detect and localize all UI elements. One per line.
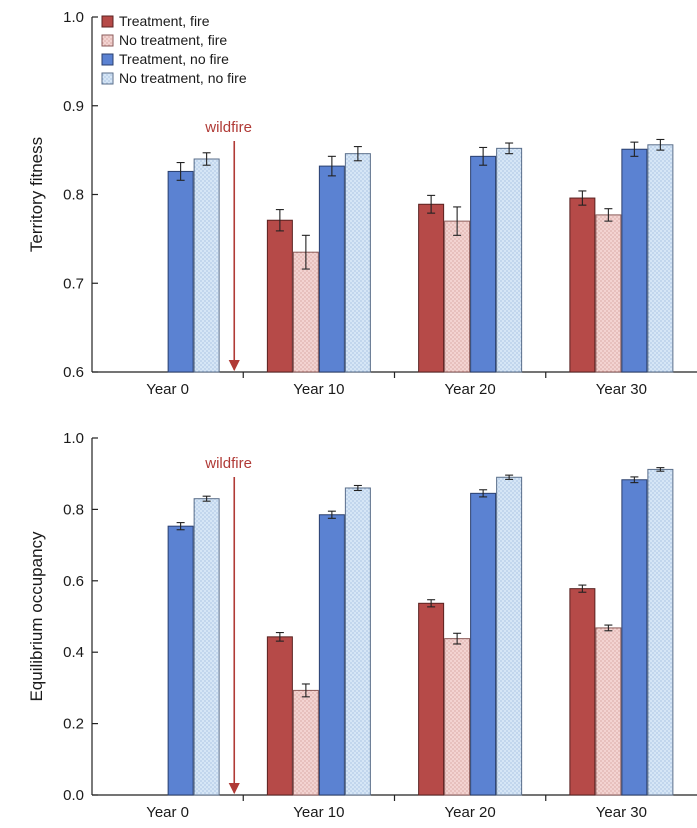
bar-no-treatment-no-fire	[344, 487, 371, 796]
bar-treatment-fire	[569, 197, 596, 373]
y-tick-label: 1.0	[63, 430, 84, 447]
bar-no-treatment-no-fire	[496, 147, 523, 373]
y-tick-label: 0.9	[63, 98, 84, 115]
equilibrium-occupancy-panel: 0.0 0.2 0.4 0.6 0.8 1.0 Equilibrium occupancy Y…	[27, 430, 697, 821]
legend-label: Treatment, fire	[119, 13, 210, 29]
x-tick-label: Year 20	[445, 804, 496, 821]
legend-label: No treatment, no fire	[119, 70, 247, 86]
y-tick-label: 0.0	[63, 787, 84, 804]
bar-no-treatment-no-fire	[344, 153, 371, 373]
bar-no-treatment-fire	[444, 220, 471, 373]
bar-treatment-fire	[266, 219, 293, 373]
y-tick-label: 0.4	[63, 644, 84, 661]
bar-treatment-fire	[266, 636, 293, 796]
legend-swatch	[101, 34, 114, 47]
legend-label: No treatment, fire	[119, 32, 227, 48]
y-tick-label: 0.8	[63, 187, 84, 204]
bar-treatment-no-fire	[318, 165, 345, 373]
bar-no-treatment-no-fire	[647, 144, 674, 373]
x-tick-label: Year 30	[596, 381, 647, 398]
bar-treatment-no-fire	[621, 479, 648, 796]
legend-swatch	[101, 72, 114, 85]
legend-label: Treatment, no fire	[119, 51, 229, 67]
x-tick-label: Year 0	[146, 804, 189, 821]
y-tick-label: 0.8	[63, 501, 84, 518]
bar-treatment-fire	[418, 602, 445, 796]
y-tick-label: 0.6	[63, 573, 84, 590]
bar-no-treatment-fire	[444, 638, 471, 796]
bar-no-treatment-fire	[595, 214, 622, 373]
bar-treatment-no-fire	[621, 148, 648, 373]
bar-no-treatment-no-fire	[647, 468, 674, 796]
bar-treatment-no-fire	[470, 155, 497, 373]
bar-no-treatment-fire	[292, 689, 319, 796]
y-tick-label: 0.2	[63, 716, 84, 733]
bar-no-treatment-fire	[595, 627, 622, 796]
bar-no-treatment-no-fire	[193, 158, 220, 373]
x-tick-label: Year 10	[293, 804, 344, 821]
bar-no-treatment-no-fire	[496, 476, 523, 796]
bar-treatment-no-fire	[167, 170, 194, 373]
legend-swatch	[101, 53, 114, 66]
y-tick-label: 1.0	[63, 9, 84, 26]
x-tick-label: Year 30	[596, 804, 647, 821]
wildfire-label: wildfire	[204, 119, 252, 136]
bar-treatment-no-fire	[318, 514, 345, 796]
bar-no-treatment-fire	[292, 251, 319, 373]
territory-fitness-panel: 0.6 0.7 0.8 0.9 1.0 Territory fitness Year 0 Ye…	[27, 9, 697, 398]
bar-treatment-no-fire	[167, 525, 194, 796]
x-tick-label: Year 10	[293, 381, 344, 398]
y-tick-label: 0.7	[63, 275, 84, 292]
y-axis-title: Territory fitness	[27, 137, 46, 252]
wildfire-label: wildfire	[204, 455, 252, 472]
x-tick-label: Year 0	[146, 381, 189, 398]
y-axis-title: Equilibrium occupancy	[27, 531, 46, 702]
bar-treatment-fire	[418, 203, 445, 373]
bar-treatment-fire	[569, 588, 596, 796]
y-tick-label: 0.6	[63, 364, 84, 381]
legend-swatch	[101, 15, 114, 28]
x-tick-label: Year 20	[445, 381, 496, 398]
bar-no-treatment-no-fire	[193, 498, 220, 796]
bar-treatment-no-fire	[470, 492, 497, 796]
